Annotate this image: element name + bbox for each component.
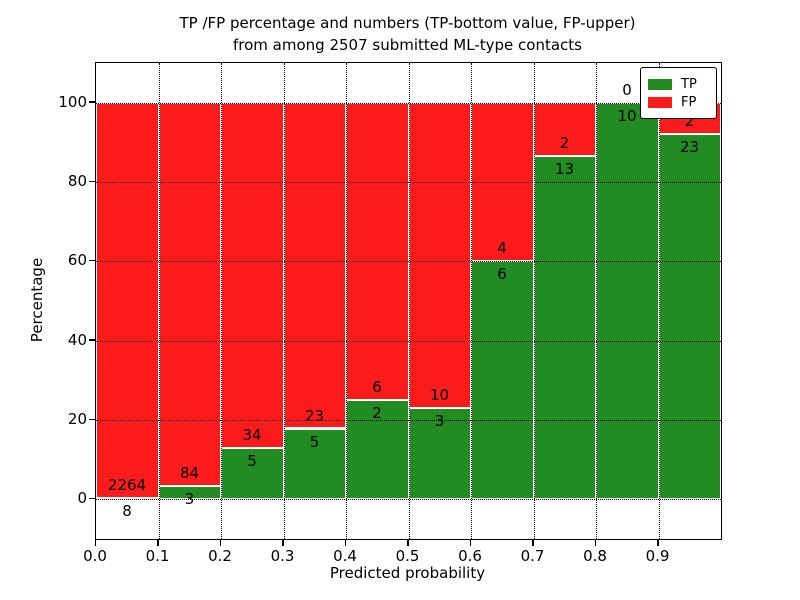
bar-count-label-tp: 3: [184, 489, 195, 508]
x-tick-label: 0.7: [520, 547, 545, 565]
y-tick-mark: [89, 497, 95, 500]
legend: TP FP: [640, 67, 717, 119]
bar-count-label-tp: 5: [247, 452, 257, 471]
bar-count-label-tp: 13: [554, 159, 575, 178]
bar-count-label-fp: 23: [304, 406, 325, 425]
fp-swatch-icon: [648, 97, 672, 108]
x-tick-label: 0.0: [83, 547, 107, 565]
y-tick-mark: [89, 180, 95, 182]
y-tick-label: 80: [67, 172, 87, 190]
bar-count-label-tp: 5: [309, 432, 320, 451]
x-axis-label: Predicted probability: [329, 564, 486, 582]
x-tick-label: 0.1: [145, 547, 170, 565]
x-tick-mark: [657, 539, 659, 546]
y-tick-label: 40: [67, 330, 87, 349]
x-tick-mark: [532, 539, 534, 546]
y-tick-label: 0: [77, 489, 87, 508]
chart-title-line2: from among 2507 submitted ML-type contac…: [233, 36, 582, 54]
gridline-vertical: [658, 63, 660, 539]
bar-segment-tp: [533, 155, 596, 500]
bar-count-label-fp: 10: [429, 385, 450, 404]
gridline-vertical: [283, 63, 285, 539]
plot-area: 2264 8 84 3 34 5 23 5 6 2 10 3 4 6 2 13 0 10 2 23 TP FP: [95, 62, 722, 540]
bar-count-label-tp: 2: [372, 404, 382, 423]
x-tick-mark: [282, 539, 284, 546]
x-tick-mark: [219, 539, 221, 546]
bar-count-label-fp: 0: [622, 80, 632, 99]
x-tick-label: 0.5: [395, 547, 420, 565]
y-tick-label: 60: [67, 251, 87, 270]
bar-segment-tp: [596, 102, 659, 500]
bar-segment-fp: [158, 102, 221, 486]
gridline-vertical: [471, 63, 472, 539]
chart-title: TP /FP percentage and numbers (TP-bottom…: [95, 12, 720, 56]
x-tick-label: 0.4: [333, 547, 357, 565]
y-tick-mark: [89, 259, 95, 262]
x-tick-mark: [344, 539, 346, 546]
bar-segment-tp: [471, 261, 534, 500]
bar-segment-fp: [96, 102, 159, 498]
x-tick-label: 0.6: [458, 547, 482, 565]
y-tick-mark: [89, 418, 95, 420]
bar-segment-fp: [408, 102, 471, 408]
gridline-vertical: [408, 63, 410, 539]
bar-segment-tp: [658, 134, 721, 500]
bar-count-label-fp: 6: [372, 378, 382, 397]
bar-segment-tp: [221, 448, 284, 500]
bar-count-label-fp: 2: [559, 133, 570, 152]
legend-item: FP: [648, 95, 710, 110]
x-tick-mark: [594, 539, 596, 546]
y-tick-mark: [89, 339, 95, 341]
legend-item-label: FP: [681, 95, 697, 110]
legend-item: TP: [648, 77, 710, 92]
bar-count-label-fp: 4: [497, 239, 507, 258]
x-tick-mark: [157, 539, 159, 546]
bar-segment-fp: [346, 102, 409, 401]
bar-segment-fp: [283, 102, 346, 429]
bar-count-label-fp: 2264: [107, 475, 147, 494]
x-tick-mark: [94, 539, 96, 546]
y-tick-mark: [89, 101, 95, 103]
x-tick-label: 0.8: [583, 547, 607, 565]
x-tick-label: 0.3: [270, 547, 295, 565]
y-axis-label: Percentage: [28, 257, 46, 343]
y-tick-label: 100: [58, 92, 87, 111]
gridline-vertical: [158, 63, 160, 539]
bar-count-label-tp: 6: [497, 265, 507, 284]
bar-count-label-fp: 2: [684, 112, 695, 131]
bar-segment-tp: [283, 428, 346, 500]
bar-count-label-tp: 10: [617, 106, 637, 125]
x-tick-label: 0.9: [645, 547, 670, 565]
gridline-vertical: [346, 63, 347, 539]
x-tick-label: 0.2: [208, 547, 232, 565]
bar-count-label-tp: 23: [679, 138, 700, 157]
y-tick-label: 20: [67, 410, 87, 428]
gridline-vertical: [596, 63, 597, 539]
bar-count-label-fp: 34: [242, 426, 262, 445]
x-tick-mark: [469, 539, 471, 546]
x-tick-mark: [407, 539, 409, 546]
legend-item-label: TP: [681, 77, 697, 92]
gridline-vertical: [533, 63, 535, 539]
bar-count-label-fp: 84: [179, 463, 200, 482]
tp-swatch-icon: [648, 79, 672, 90]
gridline-vertical: [221, 63, 222, 539]
bar-count-label-tp: 8: [122, 501, 132, 520]
bar-segment-fp: [221, 102, 284, 449]
bar-count-label-tp: 3: [434, 411, 445, 430]
chart-title-line1: TP /FP percentage and numbers (TP-bottom…: [179, 14, 636, 32]
